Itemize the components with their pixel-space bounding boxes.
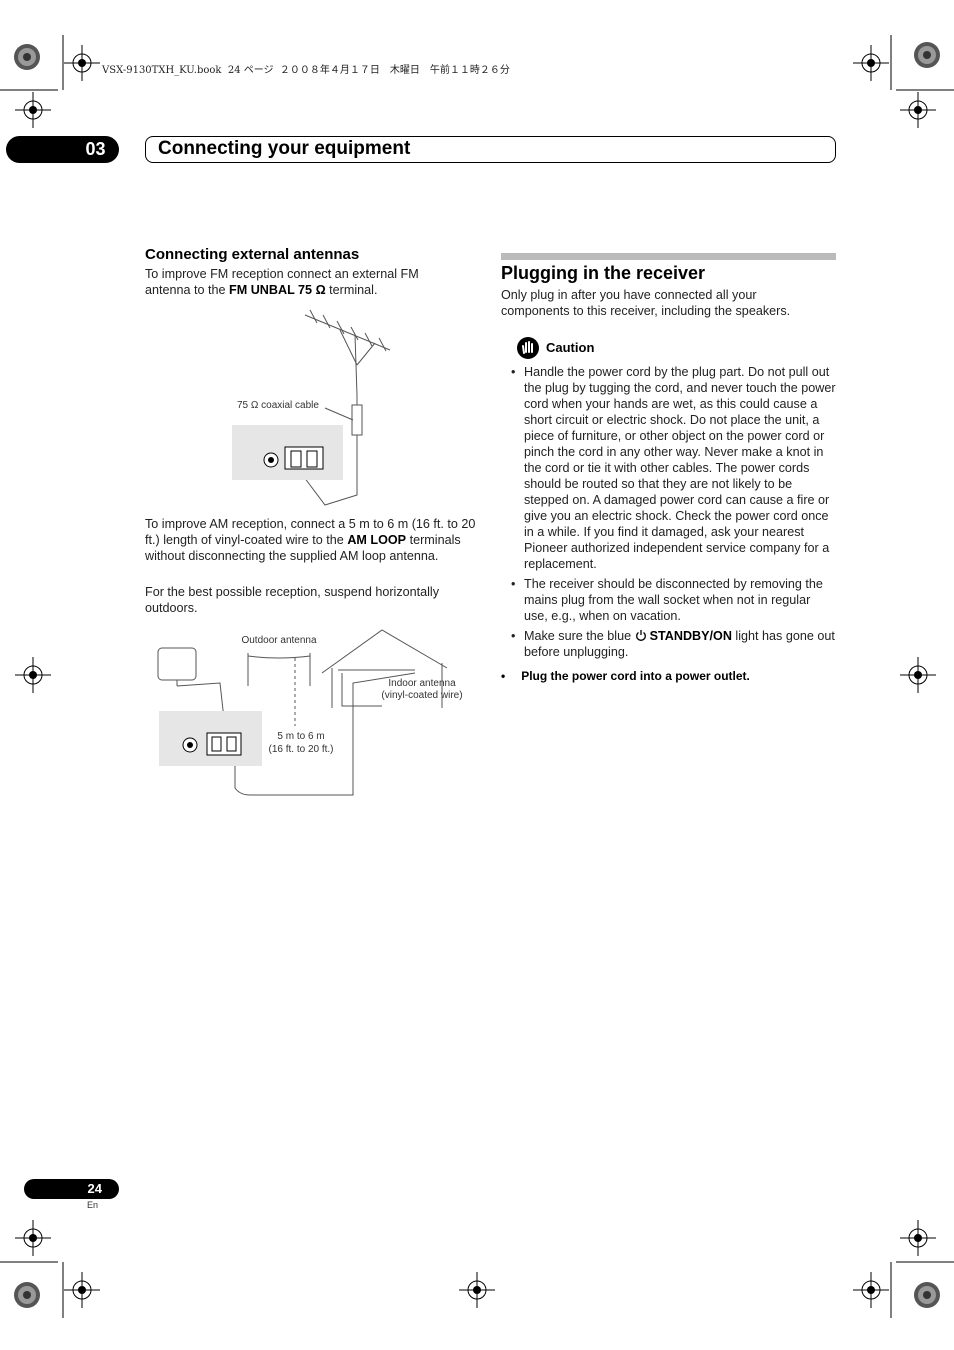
indoor-label: (vinyl-coated wire) [381, 690, 462, 701]
text: terminals without disconnecting the supp… [145, 533, 461, 563]
am-diagram: Outdoor antenna Indoor antenna (vinyl-co… [157, 629, 463, 796]
step: • Plug the power cord into a power outlet… [501, 669, 750, 683]
terminal-name: FM UNBAL 75 Ω [229, 283, 326, 297]
step-text: Plug the power cord into a power outlet. [521, 669, 750, 683]
chapter-title: Connecting your equipment [158, 138, 411, 159]
chapter-number-text: 03 [85, 139, 106, 159]
suspend-note: For the best possible reception, suspend… [145, 585, 440, 615]
caution-item: The receiver should be disconnected by r… [501, 576, 836, 624]
section-heading: Connecting external antennas [145, 246, 360, 263]
text: The receiver should be disconnected by r… [524, 577, 823, 623]
fm-intro: To improve FM reception connect an exter… [145, 266, 445, 298]
indoor-label: Indoor antenna [388, 678, 456, 689]
text: light has gone out before unplugging. [524, 629, 835, 659]
caution-item: Make sure the blue STANDBY/ON light has … [501, 628, 836, 660]
section-rule [501, 253, 836, 260]
step-bullet: • [501, 669, 506, 683]
text: To improve FM reception connect an exter… [145, 267, 419, 297]
length-label: 5 m to 6 m [277, 731, 324, 742]
page-number-text: 24 [87, 1181, 102, 1196]
right-intro: Only plug in after you have connected al… [501, 288, 791, 318]
text: Make sure the blue [524, 629, 635, 643]
text: To improve AM reception, connect a 5 m t… [145, 517, 476, 547]
fm-diagram: 75 Ω coaxial cable [232, 309, 391, 506]
language: En [87, 1200, 99, 1210]
caution-icon [517, 337, 539, 359]
caution-list: Handle the power cord by the plug part. … [501, 364, 836, 664]
terminal-name: AM LOOP [347, 533, 407, 547]
outdoor-label: Outdoor antenna [241, 635, 316, 646]
text: Handle the power cord by the plug part. … [524, 365, 836, 571]
chapter-title-box: Connecting your equipment [145, 136, 836, 163]
print-header: VSX-9130TXH_KU.book 24 ページ ２００８年４月１７日 木曜… [102, 65, 510, 76]
text: terminal. [325, 283, 378, 297]
chapter-number: 03 [6, 136, 119, 163]
page-number: 24 [24, 1179, 119, 1199]
caution-item: Handle the power cord by the plug part. … [501, 364, 836, 572]
cable-label: 75 Ω coaxial cable [237, 400, 319, 411]
length-label: (16 ft. to 20 ft.) [268, 744, 333, 755]
button-name: STANDBY/ON [649, 629, 732, 643]
power-icon [635, 630, 646, 641]
caution-title: Caution [546, 340, 595, 355]
section-heading: Plugging in the receiver [501, 263, 706, 283]
am-intro: To improve AM reception, connect a 5 m t… [145, 516, 480, 564]
